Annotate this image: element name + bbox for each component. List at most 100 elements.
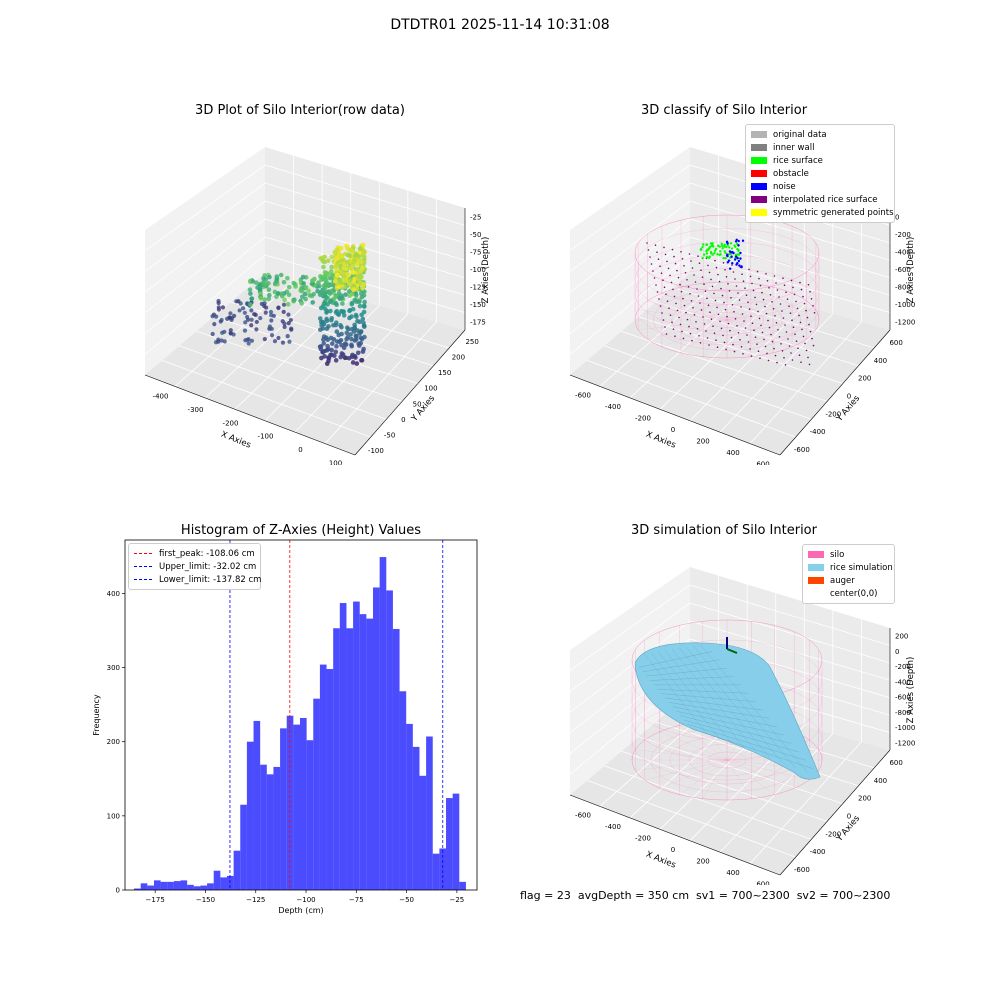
surface-mesh-line <box>679 715 792 744</box>
interpolated-point <box>771 340 774 343</box>
histogram-bar <box>273 766 281 890</box>
histogram-bar <box>140 883 148 890</box>
classify-plot-title: 3D classify of Silo Interior <box>640 103 808 118</box>
x-axis-label: X Axies <box>219 430 252 451</box>
histogram-bar <box>386 590 393 890</box>
data-point <box>259 301 265 306</box>
silo-spoke <box>726 310 816 321</box>
interpolated-point <box>697 295 700 297</box>
histogram-bar <box>452 793 460 890</box>
x-tick-label: −25 <box>449 896 464 904</box>
silo-spoke <box>647 300 728 321</box>
legend-label: auger <box>830 575 855 586</box>
interpolated-point <box>724 269 726 271</box>
interpolated-point <box>776 289 779 291</box>
data-point <box>293 284 298 289</box>
data-point <box>321 337 326 342</box>
left-pane <box>145 147 265 375</box>
rice-surface-point <box>737 249 740 253</box>
interpolated-point <box>654 244 657 246</box>
data-point <box>347 277 353 283</box>
data-point <box>222 339 227 344</box>
interpolated-point <box>681 330 683 333</box>
interpolated-point <box>797 347 799 349</box>
x-tick-label: −175 <box>146 896 165 904</box>
data-point <box>243 338 248 343</box>
data-point <box>247 287 253 292</box>
interpolated-point <box>785 331 788 333</box>
silo-spoke <box>726 319 751 357</box>
data-point <box>216 300 221 306</box>
interpolated-point <box>716 306 718 309</box>
z-tick-label: -200 <box>895 663 911 671</box>
x-tick-label: 100 <box>329 459 342 465</box>
interpolated-point <box>781 350 784 352</box>
surface-mesh-line <box>650 652 721 740</box>
grid-line <box>204 288 323 399</box>
data-point <box>249 338 255 343</box>
interpolated-point <box>790 352 792 354</box>
data-point <box>227 315 232 320</box>
data-point <box>318 305 324 311</box>
interpolated-point <box>798 314 800 317</box>
simulation-3d-plot: -600 -400 -200 0 200 400 600 -600 -400 -200 0 200 40… <box>569 567 916 885</box>
data-point <box>264 305 269 310</box>
data-point <box>317 283 322 289</box>
interpolated-point <box>741 313 744 315</box>
surface-mesh-line <box>676 710 785 736</box>
interpolated-point <box>697 255 699 257</box>
grid-line <box>719 313 834 433</box>
data-point <box>349 336 354 342</box>
interpolated-point <box>804 342 806 345</box>
histogram-bar <box>134 888 141 890</box>
rice-surface-point <box>723 250 726 253</box>
histogram-bar <box>392 628 400 890</box>
histogram-bar <box>153 880 161 890</box>
rice-surface-point <box>710 244 713 248</box>
interpolated-point <box>679 283 681 286</box>
legend-swatch <box>751 131 767 138</box>
data-point <box>361 249 367 255</box>
interpolated-point <box>752 289 755 292</box>
rice-surface-point <box>725 245 728 249</box>
x-tick-label: 0 <box>671 846 675 854</box>
data-point <box>333 349 339 355</box>
noise-point <box>740 265 743 268</box>
grid-line <box>294 313 409 433</box>
interpolated-point <box>782 277 784 279</box>
data-point <box>361 281 367 287</box>
rice-surface-point <box>705 255 709 259</box>
data-point <box>269 313 274 318</box>
interpolated-point <box>733 350 736 353</box>
interpolated-point <box>812 344 815 347</box>
data-point <box>340 309 345 314</box>
silo-spoke <box>659 759 728 789</box>
data-point <box>246 341 251 346</box>
interpolated-point <box>731 304 734 306</box>
interpolated-point <box>727 283 729 285</box>
x-tick-label: -200 <box>635 835 651 843</box>
rice-surface-point <box>737 253 741 256</box>
data-point <box>349 248 355 253</box>
silo-spoke <box>726 319 807 340</box>
interpolated-point <box>706 297 708 299</box>
interpolated-point <box>649 256 651 258</box>
legend-swatch <box>808 590 824 597</box>
silo-floor-ring <box>688 743 766 777</box>
data-point <box>342 341 348 346</box>
data-point <box>347 308 353 313</box>
z-tick-label: -75 <box>470 249 481 257</box>
interpolated-point <box>779 303 782 305</box>
interpolated-point <box>683 265 685 267</box>
data-point <box>286 284 292 290</box>
rice-surface-point <box>701 245 704 249</box>
interpolated-point <box>690 300 693 302</box>
interpolated-point <box>719 320 721 323</box>
histogram-bar <box>426 736 433 890</box>
data-point <box>273 280 279 285</box>
y-tick-label: 600 <box>889 339 902 347</box>
data-point <box>356 341 361 347</box>
interpolated-point <box>806 316 809 319</box>
silo-ring <box>634 228 820 305</box>
legend-label: silo <box>830 549 845 560</box>
